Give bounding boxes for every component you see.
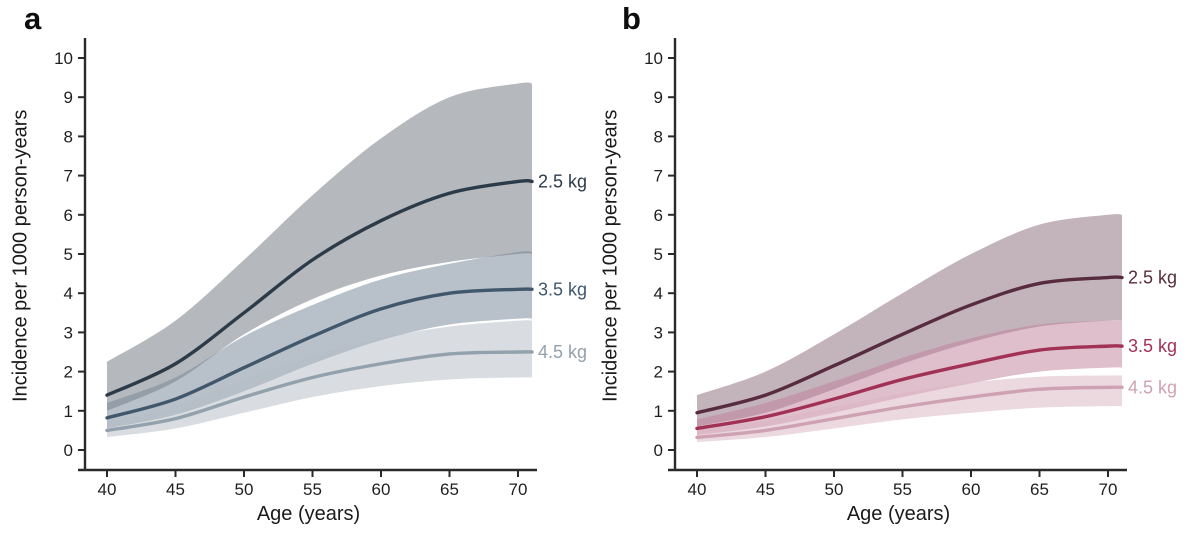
x-tick-label: 70	[1099, 480, 1118, 499]
x-tick-label: 50	[235, 480, 254, 499]
x-tick-label: 70	[509, 480, 528, 499]
x-tick-label: 55	[893, 480, 912, 499]
curve-label-4-5-kg: 4.5 kg	[538, 342, 587, 362]
y-tick-label: 6	[654, 206, 663, 225]
y-tick-label: 7	[654, 167, 663, 186]
x-tick-label: 50	[825, 480, 844, 499]
x-tick-label: 65	[1030, 480, 1049, 499]
y-tick-label: 0	[64, 441, 73, 460]
x-axis-title-a: Age (years)	[256, 503, 361, 525]
trend-line-3-5-kg	[695, 344, 1124, 431]
x-tick-label: 65	[440, 480, 459, 499]
y-tick-label: 1	[64, 402, 73, 421]
y-tick-label: 9	[64, 88, 73, 107]
y-tick-label: 6	[64, 206, 73, 225]
x-tick-label: 45	[166, 480, 185, 499]
panel-letter-b: b	[622, 1, 641, 36]
x-tick-label: 45	[756, 480, 775, 499]
y-tick-label: 2	[654, 363, 663, 382]
y-tick-label: 8	[654, 127, 663, 146]
trend-line-3-5-kg	[105, 287, 534, 420]
y-tick-label: 4	[64, 284, 73, 303]
y-tick-label: 7	[64, 167, 73, 186]
trend-line-4-5-kg	[105, 350, 534, 433]
y-tick-label: 5	[654, 245, 663, 264]
curve-label-3-5-kg: 3.5 kg	[1128, 336, 1177, 356]
y-tick-label: 1	[654, 402, 663, 421]
curve-label-2-5-kg: 2.5 kg	[1128, 268, 1177, 288]
curve-label-4-5-kg: 4.5 kg	[1128, 377, 1177, 397]
y-tick-label: 2	[64, 363, 73, 382]
y-tick-label: 3	[654, 323, 663, 342]
y-tick-label: 10	[54, 49, 73, 68]
x-axis-title-b: Age (years)	[846, 503, 951, 525]
trend-line-2-5-kg	[695, 275, 1124, 415]
y-tick-label: 4	[654, 284, 663, 303]
x-tick-label: 60	[372, 480, 391, 499]
y-tick-label: 3	[64, 323, 73, 342]
y-tick-label: 8	[64, 127, 73, 146]
y-tick-label: 0	[654, 441, 663, 460]
ci-band-2-5-kg	[107, 82, 532, 411]
y-tick-label: 9	[654, 88, 663, 107]
trend-line-4-5-kg	[695, 385, 1124, 440]
panel-letter-a: a	[24, 1, 42, 36]
ci-band-2-5-kg	[697, 214, 1122, 427]
curve-label-2-5-kg: 2.5 kg	[538, 171, 587, 191]
trend-line-2-5-kg	[105, 178, 534, 397]
x-tick-label: 40	[98, 480, 117, 499]
x-tick-label: 55	[303, 480, 322, 499]
curve-label-3-5-kg: 3.5 kg	[538, 279, 587, 299]
x-tick-label: 60	[962, 480, 981, 499]
y-tick-label: 10	[644, 49, 663, 68]
y-tick-label: 5	[64, 245, 73, 264]
x-tick-label: 40	[688, 480, 707, 499]
